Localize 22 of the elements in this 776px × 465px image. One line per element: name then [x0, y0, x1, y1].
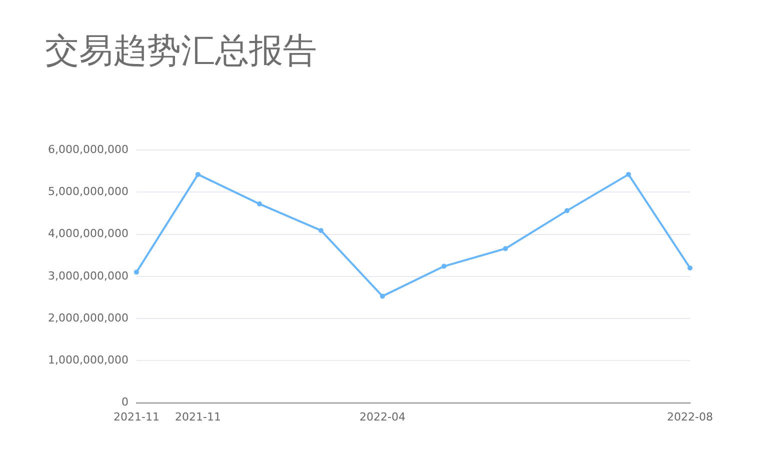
point	[195, 172, 200, 177]
point	[502, 246, 508, 252]
chart-title: 交易趋势汇总报告	[45, 30, 317, 73]
x-tick-label: 2021-11	[174, 410, 221, 424]
point	[564, 208, 570, 214]
point	[380, 294, 385, 299]
point	[626, 172, 631, 177]
x-tick-label: 2022-04	[360, 410, 406, 424]
y-tick-label: 2,000,000,000	[48, 311, 128, 324]
x-tick-label: 2022-08	[667, 410, 713, 424]
y-tick-label: 1,000,000,000	[48, 354, 128, 367]
y-tick-label: 0	[121, 396, 128, 409]
point	[688, 265, 692, 270]
y-tick-label: 3,000,000,000	[48, 269, 128, 282]
point	[256, 201, 262, 206]
point	[134, 270, 139, 275]
point	[441, 264, 446, 269]
point	[318, 228, 324, 233]
x-tick-label: 2021-11	[113, 410, 160, 424]
y-tick-label: 4,000,000,000	[48, 227, 128, 240]
y-tick-label: 6,000,000,000	[48, 142, 128, 156]
y-tick-label: 5,000,000,000	[48, 184, 128, 198]
